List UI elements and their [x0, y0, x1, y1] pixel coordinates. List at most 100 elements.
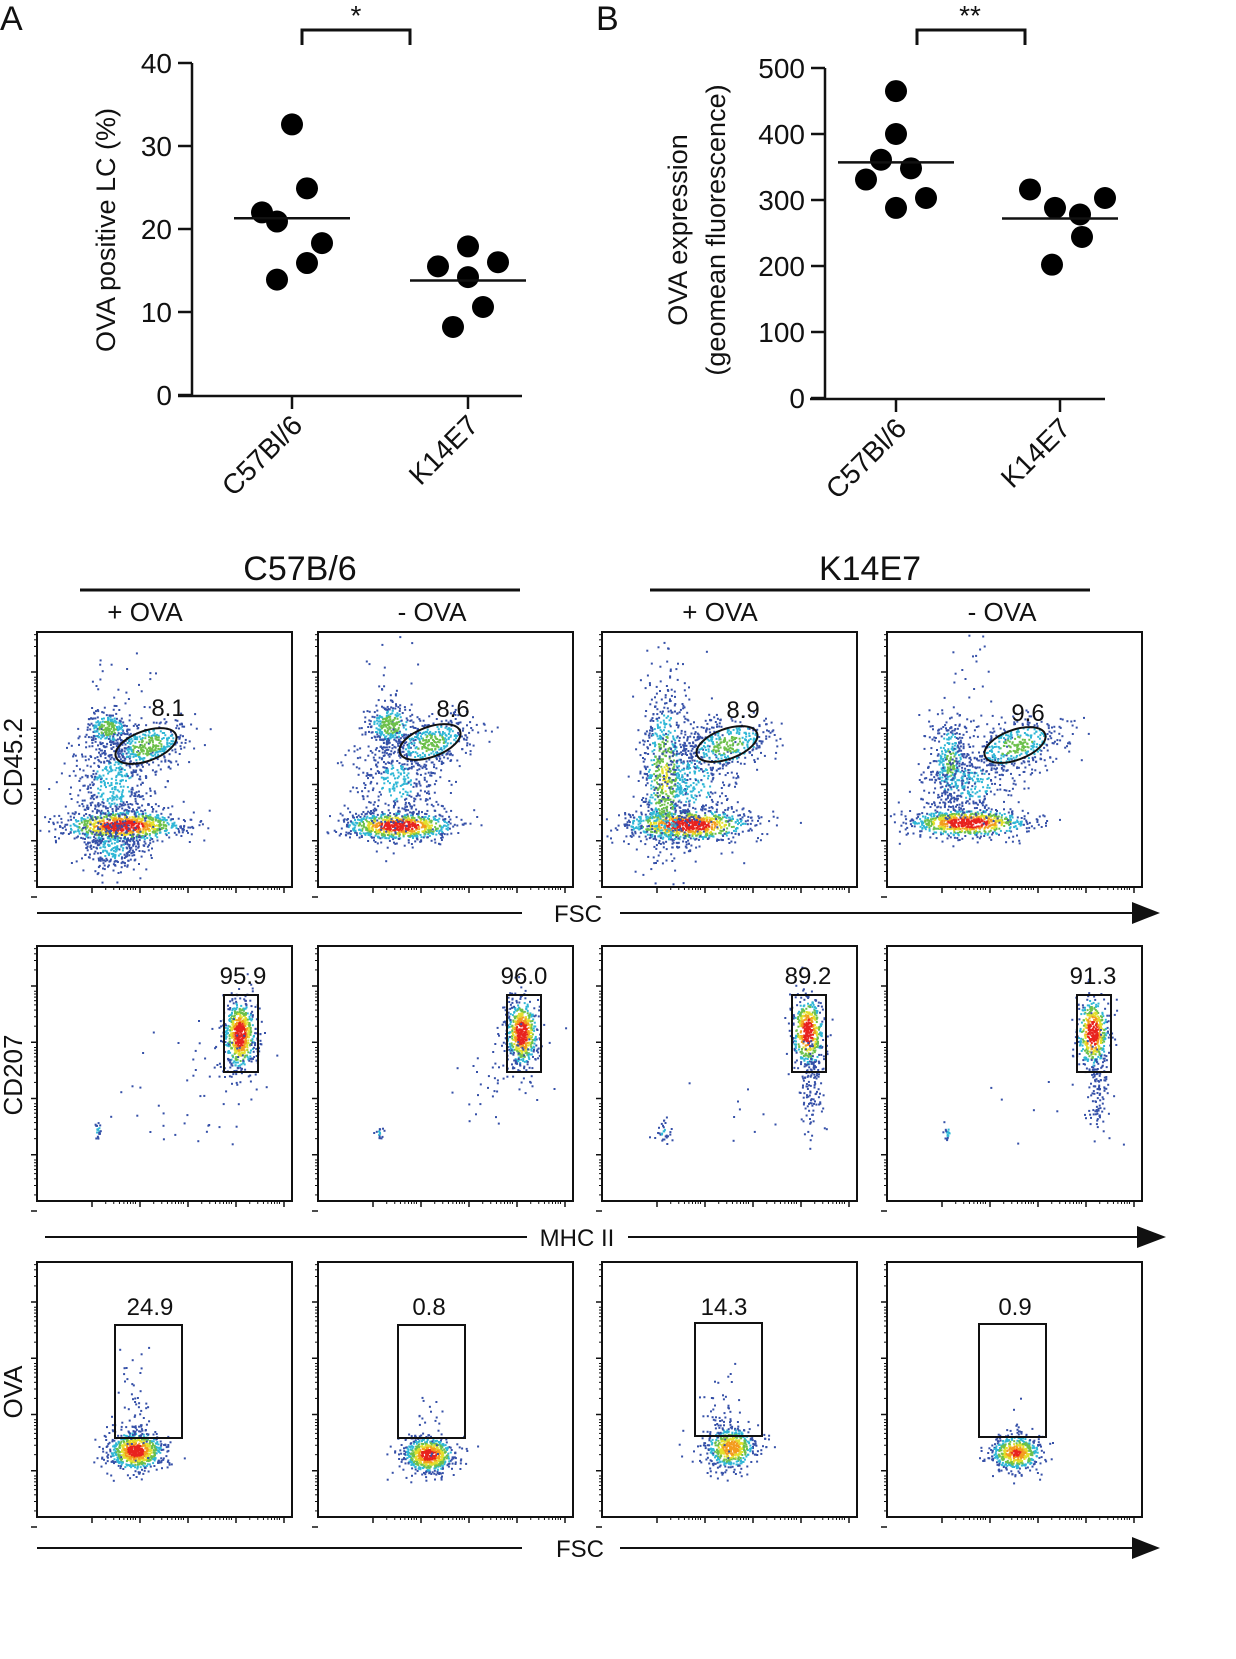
event-dot: [107, 845, 110, 847]
event-dot: [714, 811, 717, 814]
event-dot: [112, 724, 115, 727]
event-dot: [89, 846, 92, 849]
event-dot: [125, 828, 128, 831]
event-dot: [393, 787, 396, 790]
event-dot: [398, 812, 401, 815]
event-dot: [141, 781, 144, 784]
event-dot: [115, 848, 118, 850]
event-dot: [108, 802, 111, 805]
event-dot: [360, 727, 363, 730]
data-point: [487, 251, 509, 274]
event-dot: [351, 821, 354, 824]
event-dot: [157, 819, 160, 822]
event-dot: [340, 827, 343, 830]
event-dot: [394, 777, 396, 780]
event-dot: [170, 730, 172, 733]
event-dot: [73, 824, 76, 827]
event-dot: [109, 720, 112, 723]
event-dot: [402, 744, 405, 747]
event-dot: [126, 810, 128, 813]
event-dot: [672, 820, 675, 823]
event-dot: [392, 718, 395, 721]
data-point: [296, 177, 318, 200]
event-dot: [469, 721, 472, 724]
event-dot: [416, 727, 419, 730]
event-dot: [155, 828, 158, 831]
event-dot: [666, 831, 669, 834]
event-dot: [99, 755, 102, 758]
event-dot: [149, 829, 152, 832]
event-dot: [404, 809, 407, 812]
event-dot: [416, 736, 419, 739]
event-dot: [417, 832, 420, 835]
event-dot: [109, 805, 112, 808]
event-dot: [441, 749, 444, 752]
event-dot: [384, 730, 387, 733]
data-point: [427, 255, 449, 278]
event-dot: [177, 763, 179, 766]
event-dot: [372, 756, 375, 759]
event-dot: [419, 817, 422, 820]
event-dot: [465, 710, 468, 713]
event-dot: [375, 731, 377, 733]
event-dot: [423, 820, 426, 823]
event-dot: [385, 768, 388, 771]
event-dot: [150, 854, 152, 857]
event-dot: [449, 792, 452, 794]
event-dot: [138, 778, 141, 781]
event-dot: [427, 771, 430, 774]
event-dot: [382, 706, 385, 709]
event-dot: [101, 717, 103, 720]
event-dot: [355, 822, 358, 825]
event-dot: [109, 824, 112, 827]
event-dot: [417, 816, 420, 819]
event-dot: [136, 803, 139, 805]
event-dot: [419, 719, 422, 722]
event-dot: [166, 743, 169, 746]
event-dot: [404, 733, 407, 736]
event-dot: [407, 839, 410, 842]
event-dot: [737, 814, 740, 817]
event-dot: [369, 801, 372, 804]
event-dot: [378, 685, 381, 688]
event-dot: [731, 815, 734, 818]
event-dot: [138, 834, 141, 837]
event-dot: [149, 839, 152, 842]
event-dot: [712, 818, 715, 821]
event-dot: [442, 818, 445, 821]
event-dot: [427, 790, 430, 793]
event-dot: [103, 781, 106, 784]
event-dot: [381, 688, 383, 691]
event-dot: [110, 741, 113, 744]
event-dot: [388, 817, 391, 820]
event-dot: [98, 859, 101, 862]
event-dot: [398, 739, 401, 742]
event-dot: [99, 775, 102, 778]
event-dot: [128, 763, 131, 766]
event-dot: [427, 748, 430, 751]
event-dot: [130, 837, 133, 840]
event-dot: [114, 864, 117, 867]
event-dot: [671, 839, 674, 842]
event-dot: [399, 791, 401, 794]
event-dot: [136, 795, 139, 798]
event-dot: [124, 862, 126, 865]
event-dot: [113, 829, 116, 832]
event-dot: [114, 846, 117, 849]
event-dot: [101, 725, 104, 728]
group-label-c57: C57B/6: [243, 550, 356, 588]
event-dot: [396, 800, 399, 803]
event-dot: [371, 789, 374, 792]
event-dot: [137, 723, 140, 726]
event-dot: [408, 746, 411, 749]
event-dot: [95, 710, 97, 713]
event-dot: [435, 751, 438, 754]
event-dot: [381, 724, 384, 727]
event-dot: [125, 779, 127, 782]
event-dot: [151, 817, 154, 820]
event-dot: [398, 833, 401, 836]
event-dot: [383, 831, 385, 833]
event-dot: [126, 837, 129, 840]
event-dot: [393, 783, 395, 786]
event-dot: [399, 773, 402, 776]
